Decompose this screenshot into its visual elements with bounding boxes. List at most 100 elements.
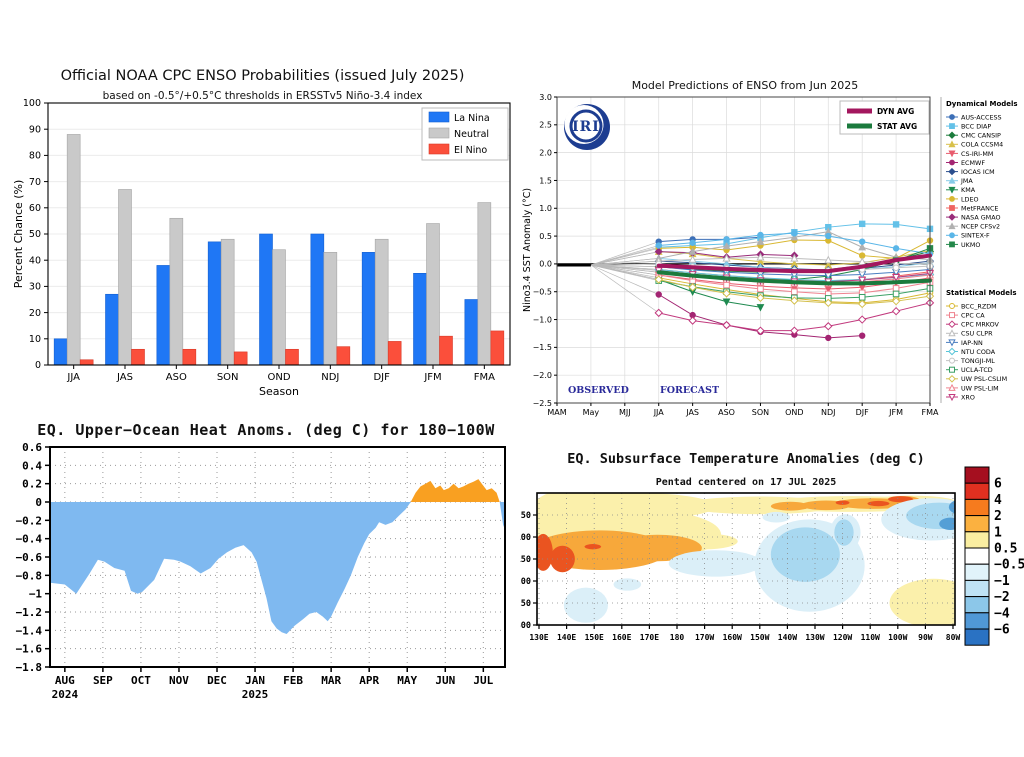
y-tick-label: −1.2: [16, 606, 43, 619]
bar-la-nina-fma: [464, 299, 479, 366]
x-tick-label: May: [583, 408, 600, 417]
marker-square: [949, 241, 955, 248]
colorbar-label: −1: [994, 574, 1010, 589]
bar-la-nina-jas: [105, 293, 119, 366]
marker-square: [949, 312, 955, 319]
colorbar-label: −2: [994, 590, 1010, 605]
marker-triangle-down: [858, 276, 867, 285]
marker-triangle-up: [824, 255, 833, 264]
y-tick-label: −2.5: [533, 399, 552, 408]
marker-circle: [949, 114, 955, 120]
anomaly-blob--4: [948, 500, 955, 514]
bar-el-nino-jfm: [439, 335, 453, 366]
marker-triangle-up: [948, 383, 956, 391]
y-tick-label: 0.6: [22, 441, 42, 454]
anomaly-blob--1: [668, 550, 763, 577]
lon-label: 130E: [529, 633, 548, 642]
cpc-subtitle: based on -0.5°/+0.5°C thresholds in ERSS…: [102, 90, 423, 102]
x-tick-label: JAN: [245, 674, 265, 687]
marker-diamond: [824, 298, 833, 308]
anomaly-blob-4: [888, 496, 913, 503]
lon-label: 170E: [640, 633, 659, 642]
series-uw-psl-cslim: [654, 275, 935, 309]
marker-circle: [949, 303, 955, 309]
anomaly-blob--1: [762, 511, 791, 523]
x-tick-label: JFM: [423, 372, 441, 383]
anomaly-blob--1: [613, 578, 642, 591]
series-cpc-mrkov: [654, 298, 935, 335]
marker-diamond: [857, 315, 867, 324]
depth-label: 250: [520, 599, 531, 609]
year-label: 2024: [52, 688, 79, 701]
marker-diamond: [756, 326, 765, 335]
y-tick-label: −0.5: [533, 288, 552, 297]
cpc-bar-chart: 0 10 20 30 40 50 60 70 80 90 100 JJA JAS ASO SON OND NDJ…: [12, 98, 511, 398]
bar-el-nino-jas: [131, 348, 145, 366]
marker-diamond: [654, 308, 663, 318]
y-tick-label: 0: [35, 360, 41, 371]
colorbar-band: [964, 579, 990, 598]
anomaly-blob--2: [770, 527, 840, 582]
legend-model-label: COLA CCSM4: [961, 141, 1003, 149]
plume-title: Model Predictions of ENSO from Jun 2025: [631, 79, 859, 92]
y-tick-label: 40: [29, 255, 41, 266]
fan-line: [590, 247, 659, 266]
x-tick-label: NDJ: [321, 372, 339, 383]
y-tick-label: −1.6: [16, 643, 43, 656]
marker-triangle-down: [948, 394, 956, 402]
marker-diamond: [891, 296, 901, 306]
colorbar-label: 0.5: [994, 542, 1017, 557]
lon-label: 120W: [833, 633, 852, 642]
fan-line: [590, 264, 659, 280]
marker-diamond: [654, 275, 663, 284]
depth-label: 100: [520, 533, 531, 543]
anomaly-blob--2: [834, 519, 854, 546]
colorbar-label: 2: [994, 509, 1002, 524]
legend-model-label: NTU CODA: [961, 348, 996, 356]
y-tick-label: −0.8: [16, 569, 43, 582]
avg-legend: DYN AVG STAT AVG: [839, 100, 930, 135]
area-negative: [50, 502, 505, 634]
legend-model-label: CPC MRKOV: [961, 321, 1000, 329]
fan-line: [590, 241, 659, 266]
anomaly-blob-4: [584, 544, 602, 550]
x-tick-label: JUN: [435, 674, 455, 687]
marker-triangle-up: [948, 176, 956, 184]
marker-square: [723, 281, 730, 289]
logo-inner-ring: [569, 109, 603, 143]
legend-model-label: IOCAS ICM: [961, 168, 995, 176]
fan-line: [590, 263, 659, 266]
y-axis-title: Nino3.4 SST Anomaly (°C): [522, 188, 533, 312]
marker-diamond: [722, 320, 731, 330]
logo-text: IRI: [572, 119, 600, 135]
x-tick-label: JAS: [685, 408, 699, 417]
marker-circle: [858, 238, 866, 245]
bar-neutral-jfm: [426, 223, 440, 366]
lon-label: 170W: [695, 633, 714, 642]
legend-model-label: BCC DIAP: [961, 123, 991, 131]
marker-square: [949, 123, 955, 129]
legend-label: La Nina: [454, 113, 490, 124]
bar-la-nina-djf: [361, 252, 376, 366]
marker-diamond: [891, 306, 901, 316]
x-tick-label: AUG: [55, 674, 75, 687]
legend-model-label: IAP-NN: [961, 339, 983, 347]
heat-title: EQ. Upper−Ocean Heat Anoms. (deg C) for …: [37, 421, 495, 439]
subsurface-heatmap: 50100150200250300130E140E150E160E170E180…: [520, 466, 1024, 646]
x-tick-label: SON: [752, 408, 769, 417]
marker-triangle-up: [688, 247, 697, 255]
marker-triangle-up: [948, 222, 956, 230]
y-tick-label: 2.5: [539, 121, 552, 130]
y-tick-label: 80: [29, 151, 41, 162]
marker-triangle-up: [948, 329, 956, 337]
avg-line-dyn-avg: [656, 253, 932, 274]
legend-model-label: CPC CA: [961, 312, 985, 320]
marker-triangle-up: [756, 237, 765, 245]
lon-label: 160W: [723, 633, 742, 642]
bar-neutral-ond: [272, 249, 286, 366]
series-sintex-f: [655, 230, 934, 258]
bar-neutral-jas: [118, 189, 132, 366]
marker-square: [949, 366, 955, 373]
avg-legend-label: DYN AVG: [877, 107, 914, 116]
marker-triangle-down: [756, 304, 765, 312]
